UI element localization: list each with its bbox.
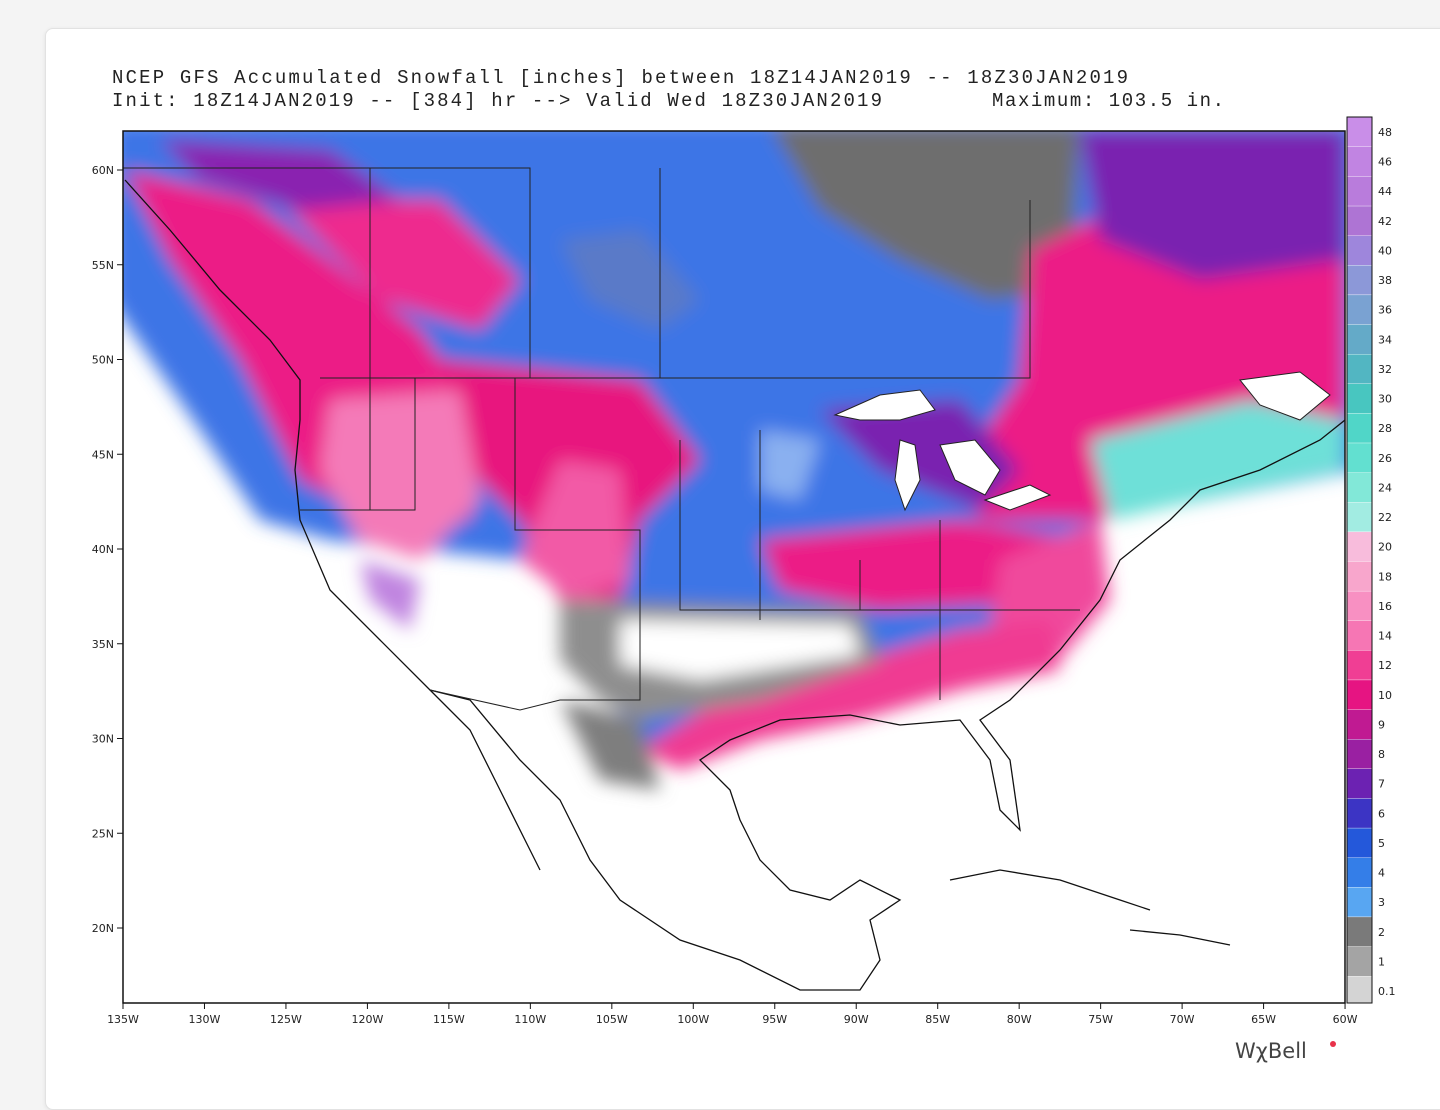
legend-swatch — [1346, 650, 1373, 681]
legend-label: 20 — [1378, 541, 1392, 554]
lon-label: 125W — [270, 1013, 302, 1026]
axis-ticks: 60N 55N 50N 45N 40N 35N 30N 25N 20N 135W 130W 125W 1… — [92, 164, 1358, 1026]
lat-label: 55N — [92, 259, 114, 272]
legend-label: 12 — [1378, 659, 1392, 672]
lon-label: 100W — [677, 1013, 709, 1026]
map-title: NCEP GFS Accumulated Snowfall [inches] b… — [112, 67, 1128, 89]
lat-label: 50N — [92, 354, 114, 367]
map-frame — [122, 130, 1346, 1004]
legend-swatch — [1346, 620, 1373, 651]
legend-swatch — [1346, 709, 1373, 740]
legend-label: 14 — [1378, 630, 1392, 643]
legend-swatch — [1346, 472, 1373, 503]
lat-label: 60N — [92, 164, 114, 177]
legend-label: 48 — [1378, 126, 1392, 139]
lon-label: 60W — [1333, 1013, 1358, 1026]
legend-label: 5 — [1378, 837, 1385, 850]
legend-swatch — [1346, 531, 1373, 562]
legend-swatch — [1346, 235, 1373, 266]
legend-swatch — [1346, 857, 1373, 888]
legend-swatch — [1346, 946, 1373, 977]
lat-label: 40N — [92, 543, 114, 556]
legend-label: 16 — [1378, 600, 1392, 613]
lon-label: 110W — [514, 1013, 546, 1026]
lon-label: 75W — [1088, 1013, 1113, 1026]
legend-swatch — [1346, 502, 1373, 533]
lat-label: 35N — [92, 638, 114, 651]
color-legend: 4846444240383634323028262422201816141210… — [1346, 116, 1396, 1004]
legend-label: 32 — [1378, 363, 1392, 376]
legend-label: 36 — [1378, 304, 1392, 317]
legend-label: 28 — [1378, 422, 1392, 435]
legend-label: 26 — [1378, 452, 1392, 465]
lon-label: 120W — [351, 1013, 383, 1026]
lat-label: 25N — [92, 827, 114, 840]
legend-label: 40 — [1378, 244, 1392, 257]
legend-swatch — [1346, 679, 1373, 710]
lon-label: 70W — [1170, 1013, 1195, 1026]
legend-swatch — [1346, 116, 1373, 147]
legend-swatch — [1346, 590, 1373, 621]
legend-swatch — [1346, 798, 1373, 829]
logo-dot — [1330, 1041, 1336, 1047]
lon-label: 135W — [107, 1013, 139, 1026]
lat-label: 30N — [92, 733, 114, 746]
legend-swatch — [1346, 383, 1373, 414]
legend-swatch — [1346, 265, 1373, 296]
legend-swatch — [1346, 294, 1373, 325]
legend-label: 3 — [1378, 896, 1385, 909]
legend-label: 34 — [1378, 333, 1392, 346]
legend-label: 10 — [1378, 689, 1392, 702]
legend-swatch — [1346, 827, 1373, 858]
lat-label: 45N — [92, 448, 114, 461]
maximum-label: Maximum: 103.5 in. — [992, 90, 1224, 112]
legend-swatch — [1346, 324, 1373, 355]
legend-label: 8 — [1378, 748, 1385, 761]
legend-label: 44 — [1378, 185, 1392, 198]
legend-swatch — [1346, 561, 1373, 592]
legend-label: 42 — [1378, 215, 1392, 228]
lon-label: 65W — [1251, 1013, 1276, 1026]
lon-label: 105W — [596, 1013, 628, 1026]
legend-swatch — [1346, 916, 1373, 947]
legend-label: 2 — [1378, 926, 1385, 939]
lon-label: 80W — [1007, 1013, 1032, 1026]
legend-label: 0.1 — [1378, 985, 1396, 998]
lat-label: 20N — [92, 922, 114, 935]
lon-label: 130W — [189, 1013, 221, 1026]
legend-label: 46 — [1378, 156, 1392, 169]
legend-label: 7 — [1378, 778, 1385, 791]
legend-label: 18 — [1378, 570, 1392, 583]
legend-swatch — [1346, 768, 1373, 799]
legend-swatch — [1346, 354, 1373, 384]
init-line: Init: 18Z14JAN2019 -- [384] hr --> Valid… — [112, 90, 882, 112]
legend-label: 4 — [1378, 867, 1385, 880]
legend-label: 24 — [1378, 481, 1392, 494]
lon-label: 85W — [925, 1013, 950, 1026]
legend-label: 1 — [1378, 955, 1385, 968]
legend-swatch — [1346, 739, 1373, 769]
lon-label: 95W — [762, 1013, 787, 1026]
legend-label: 30 — [1378, 393, 1392, 406]
lon-label: 90W — [844, 1013, 869, 1026]
legend-frame — [1346, 116, 1373, 1004]
legend-swatch — [1346, 413, 1373, 444]
legend-label: 22 — [1378, 511, 1392, 524]
legend-swatch — [1346, 887, 1373, 918]
snowfall-field — [123, 131, 1345, 1003]
legend-label: 6 — [1378, 807, 1385, 820]
legend-swatch — [1346, 976, 1373, 1004]
legend-label: 38 — [1378, 274, 1392, 287]
legend-swatch — [1346, 176, 1373, 207]
legend-swatch — [1346, 205, 1373, 236]
legend-label: 9 — [1378, 718, 1385, 731]
legend-swatch — [1346, 442, 1373, 473]
logo: WχBell — [1235, 1039, 1307, 1063]
legend-swatch — [1346, 146, 1373, 177]
lon-label: 115W — [433, 1013, 465, 1026]
